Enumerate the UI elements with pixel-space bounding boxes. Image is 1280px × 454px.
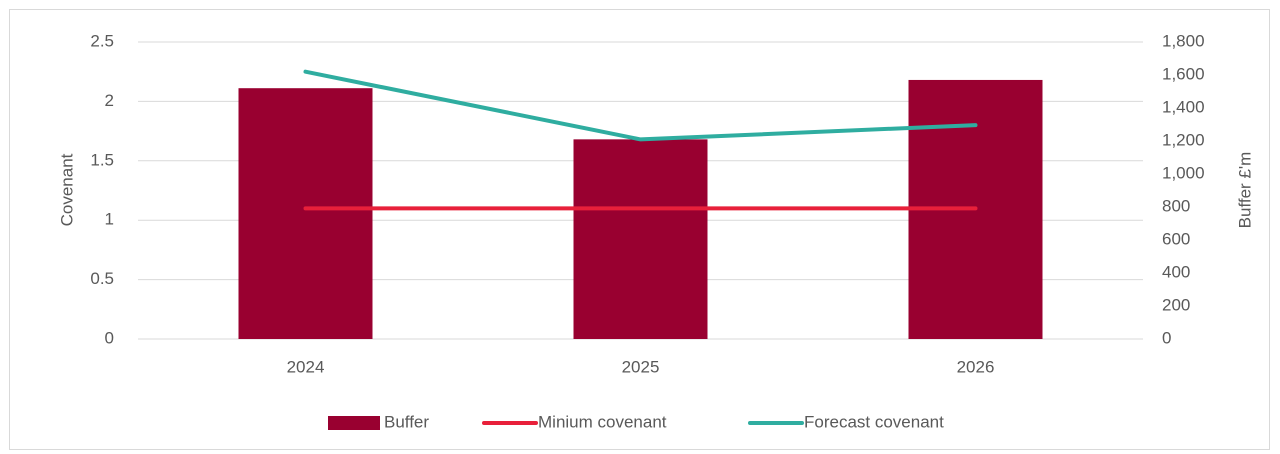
y2-tick-label: 1,400 <box>1162 97 1205 116</box>
y-tick-label: 0.5 <box>90 269 114 288</box>
y2-tick-label: 800 <box>1162 196 1190 215</box>
y2-tick-label: 600 <box>1162 229 1190 248</box>
y2-tick-label: 1,000 <box>1162 163 1205 182</box>
y2-tick-label: 400 <box>1162 262 1190 281</box>
legend-swatch <box>328 416 380 430</box>
x-tick-label: 2025 <box>622 357 660 376</box>
legend-label: Forecast covenant <box>804 412 944 431</box>
x-tick-label: 2026 <box>957 357 995 376</box>
y2-tick-label: 1,800 <box>1162 31 1205 50</box>
y2-tick-label: 200 <box>1162 295 1190 314</box>
legend-label: Minium covenant <box>538 412 667 431</box>
legend-label: Buffer <box>384 412 429 431</box>
y2-axis-title: Buffer £'m <box>1235 152 1254 229</box>
bar <box>238 88 373 339</box>
y2-tick-label: 1,600 <box>1162 64 1205 83</box>
y2-tick-label: 1,200 <box>1162 130 1205 149</box>
y-tick-label: 2.5 <box>90 31 114 50</box>
chart-border <box>9 9 1270 450</box>
bar <box>573 139 708 339</box>
line <box>303 69 978 142</box>
y-tick-label: 1.5 <box>90 150 114 169</box>
y-tick-label: 2 <box>105 91 114 110</box>
y2-tick-label: 0 <box>1162 328 1171 347</box>
x-tick-label: 2024 <box>287 357 325 376</box>
y-axis-title: Covenant <box>57 153 76 226</box>
y-tick-label: 1 <box>105 210 114 229</box>
y-tick-label: 0 <box>105 328 114 347</box>
